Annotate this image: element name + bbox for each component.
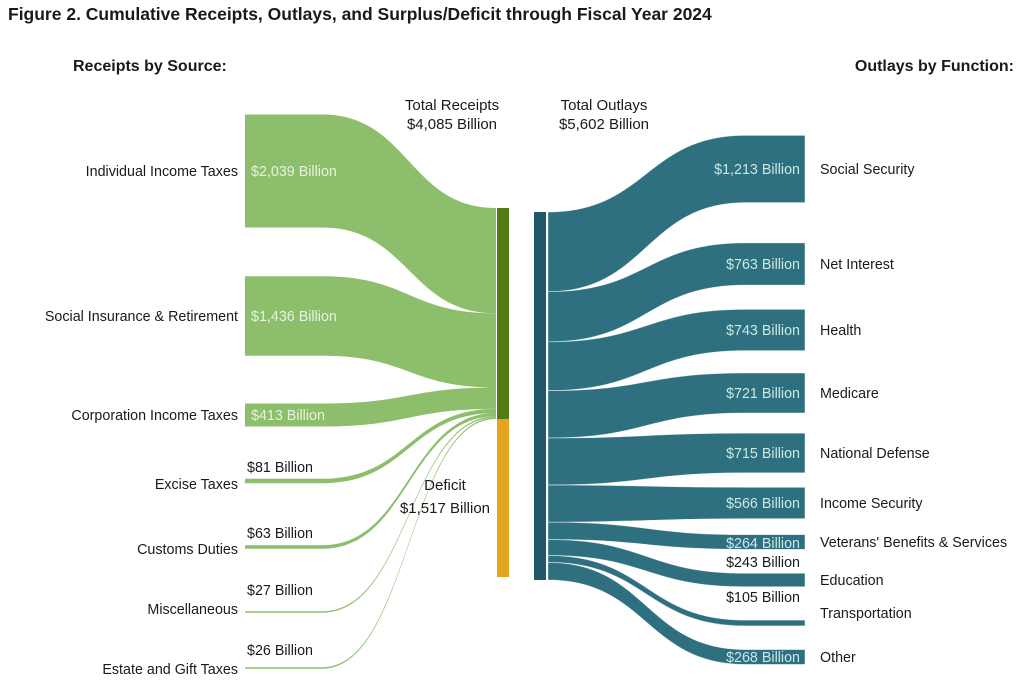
outlay-value-transportation: $105 Billion [726,590,800,606]
receipt-value-miscellaneous: $27 Billion [247,583,313,599]
receipt-value-excise-taxes: $81 Billion [247,460,313,476]
flow-corporation-income-taxes [245,387,496,427]
deficit-bar [497,419,509,577]
flow-transportation [547,555,806,627]
receipt-value-social-insurance-retirement: $1,436 Billion [251,309,337,325]
flow-medicare [547,372,806,439]
flow-income-security [547,484,806,523]
outlay-value-national-defense: $715 Billion [726,446,800,462]
total-receipts-value: $4,085 Billion [406,116,498,133]
outlay-value-income-security: $566 Billion [726,496,800,512]
deficit-title: Deficit [424,477,466,494]
total-receipts-bar [497,208,509,419]
outlay-value-health: $743 Billion [726,323,800,339]
outlay-value-other: $268 Billion [726,650,800,666]
outlays-section-header: Outlays by Function: [854,58,1014,75]
deficit-value: $1,517 Billion [399,500,491,517]
receipt-label-social-insurance-retirement: Social Insurance & Retirement [45,309,238,325]
receipt-value-customs-duties: $63 Billion [247,526,313,542]
receipt-label-estate-and-gift-taxes: Estate and Gift Taxes [102,662,238,678]
outlay-label-medicare: Medicare [820,386,879,402]
flow-estate-and-gift-taxes [245,417,496,669]
receipt-label-individual-income-taxes: Individual Income Taxes [86,164,238,180]
receipt-label-customs-duties: Customs Duties [137,542,238,558]
receipt-label-excise-taxes: Excise Taxes [155,477,238,493]
outlay-value-social-security: $1,213 Billion [714,162,800,178]
outlay-label-national-defense: National Defense [820,446,930,462]
flow-education [547,539,806,588]
outlay-value-medicare: $721 Billion [726,386,800,402]
outlay-label-income-security: Income Security [820,496,923,512]
receipt-value-individual-income-taxes: $2,039 Billion [251,164,337,180]
flow-customs-duties [245,413,496,549]
flow-veterans-benefits-services [547,521,806,550]
total-outlays-title: Total Outlays [560,97,648,114]
outlay-label-social-security: Social Security [820,162,915,178]
receipt-label-corporation-income-taxes: Corporation Income Taxes [71,408,238,424]
outlay-label-health: Health [820,323,861,339]
outlay-label-net-interest: Net Interest [820,257,894,273]
outlay-label-other: Other [820,650,856,666]
outlay-label-veterans-benefits-services: Veterans' Benefits & Services [820,535,1007,551]
total-outlays-block: Total Outlays $5,602 Billion [494,96,714,134]
deficit-block: Deficit $1,517 Billion [345,474,545,520]
flow-individual-income-taxes [245,114,496,314]
flow-net-interest [547,242,806,343]
outlay-value-net-interest: $763 Billion [726,257,800,273]
receipts-section-header: Receipts by Source: [73,58,227,75]
flow-health [547,309,806,391]
total-receipts-block: Total Receipts $4,085 Billion [342,96,562,134]
total-outlays-bar [534,212,546,580]
outlay-label-transportation: Transportation [820,606,912,622]
total-outlays-value: $5,602 Billion [558,116,650,133]
page-title: Figure 2. Cumulative Receipts, Outlays, … [8,4,712,24]
flow-national-defense [547,432,806,486]
flow-excise-taxes [245,408,496,484]
receipt-value-corporation-income-taxes: $413 Billion [251,408,325,424]
total-receipts-title: Total Receipts [404,97,500,114]
flow-social-security [547,135,806,293]
outlay-value-education: $243 Billion [726,555,800,571]
outlay-label-education: Education [820,573,884,589]
receipt-value-estate-and-gift-taxes: $26 Billion [247,643,313,659]
flow-other [547,562,806,665]
receipt-label-miscellaneous: Miscellaneous [147,602,238,618]
outlay-value-veterans-benefits-services: $264 Billion [726,536,800,552]
flow-social-insurance-retirement [245,276,496,388]
